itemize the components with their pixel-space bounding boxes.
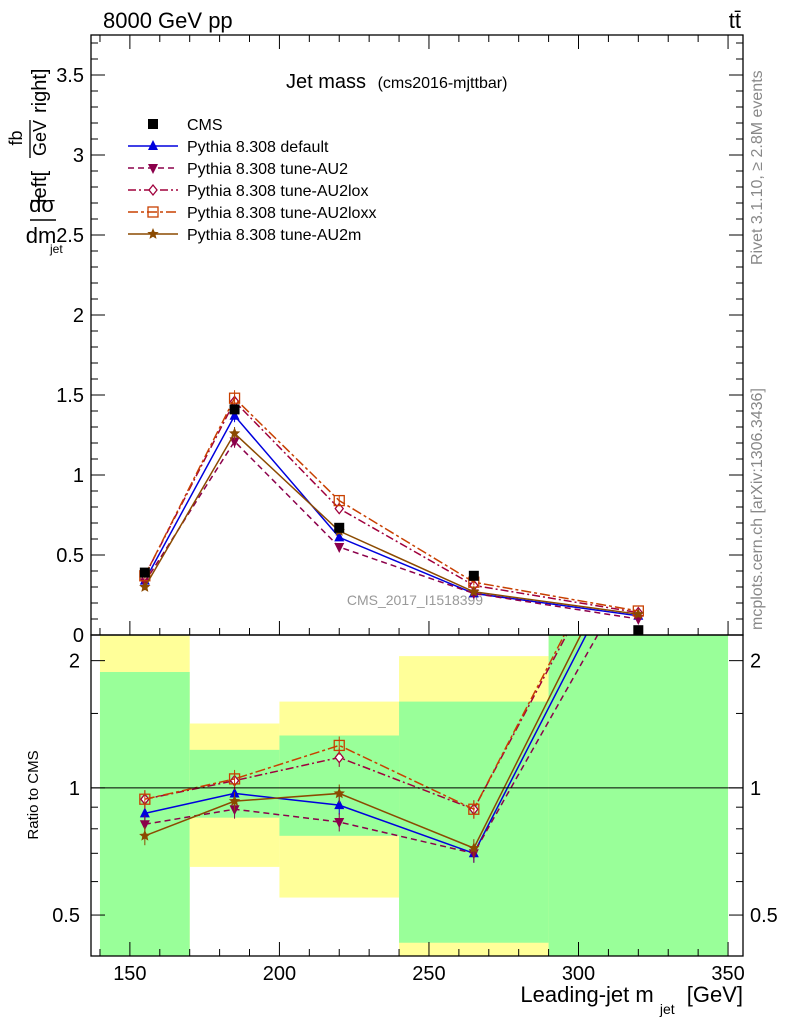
legend-label-3: Pythia 8.308 tune-AU2lox (187, 183, 368, 200)
ratio-series-4-point-0 (139, 829, 151, 841)
legend-label-0: CMS (187, 117, 223, 134)
x-axis-label-sub: jet (659, 1001, 675, 1017)
x-tick-label-0: 150 (113, 963, 146, 985)
ratio-series-1-point-0 (139, 820, 150, 831)
rivet-label: Rivet 3.1.10, ≥ 2.8M events (749, 70, 766, 265)
axis-ticks: 0 0.5 1 1.5 2 2.5 3 3.5 0.5 0.5 1 1 2 2 150 200 250 300 35… (52, 35, 778, 985)
chart-title: Jet mass (cms2016-mjttbar) (286, 71, 507, 93)
ratio-ytick-label-right-0: 0.5 (750, 905, 778, 927)
x-axis-label-unit: [GeV] (687, 982, 743, 1007)
main-series-line-3 (144, 396, 639, 612)
ratio-panel-frame (90, 634, 744, 957)
mcplots-label: mcplots.cern.ch [arXiv:1306.3436] (749, 388, 766, 630)
ratio-series-3-point-1 (228, 773, 241, 785)
data-point-3 (468, 570, 479, 581)
ratio-ytick-label-left-0: 0.5 (52, 905, 80, 927)
main-series-group (139, 390, 645, 635)
main-ytick-label-6: 3 (73, 145, 84, 167)
ratio-series-4-point-1 (228, 795, 241, 807)
x-tick-label-3: 300 (562, 963, 595, 985)
main-series-3-point-1 (228, 392, 241, 404)
ylabel-left-bracket: left[ (29, 170, 51, 203)
main-series-0-point-2 (334, 531, 345, 542)
legend-marker-3 (148, 183, 158, 197)
ratio-series-2-point-2 (334, 751, 345, 764)
ratio-uncertainty-bands (99, 635, 729, 956)
main-series-line-4 (144, 432, 639, 615)
main-series-1-point-1 (229, 437, 240, 448)
ratio-ylabel: Ratio to CMS (25, 750, 42, 839)
legend-marker-4 (147, 206, 159, 218)
ylabel-denominator-sub: jet (49, 242, 63, 256)
main-series-4-point-3 (468, 585, 480, 597)
x-axis-label-main: Leading-jet m (520, 982, 653, 1007)
legend-marker-2 (148, 164, 158, 174)
chart-title-sub: (cms2016-mjttbar) (378, 75, 508, 92)
legend: CMS Pythia 8.308 default Pythia 8.308 tune… (128, 117, 376, 244)
x-tick-label-4: 350 (711, 963, 744, 985)
ylabel-denominator: dm (26, 223, 57, 248)
ratio-series-line-1 (144, 635, 599, 855)
chart-title-main: Jet mass (286, 71, 366, 93)
main-series-3-point-2 (333, 494, 345, 507)
main-ytick-label-3: 1.5 (56, 385, 84, 407)
legend-label-4: Pythia 8.308 tune-AU2loxx (187, 205, 376, 222)
main-ytick-label-5: 2.5 (56, 225, 84, 247)
main-series-line-0 (144, 414, 639, 617)
main-ytick-label-4: 2 (73, 305, 84, 327)
ratio-series-0-point-2 (334, 799, 345, 810)
legend-marker-1 (148, 140, 158, 150)
ylabel-frac-den: GeV (30, 120, 50, 156)
ratio-series-4-point-2 (333, 787, 345, 799)
legend-marker-5 (147, 228, 159, 239)
band-green-4 (548, 635, 729, 956)
data-point-1 (229, 404, 240, 415)
ratio-ytick-label-left-2: 2 (69, 651, 80, 673)
x-tick-label-2: 250 (412, 963, 445, 985)
analysis-watermark: CMS_2017_I1518399 (347, 592, 483, 608)
main-series-1-point-2 (334, 543, 345, 553)
data-point-0 (139, 567, 150, 578)
ratio-ytick-label-right-1: 1 (750, 778, 761, 800)
header-right: tt̄ (729, 8, 741, 33)
main-ylabel: dσ dm jet left[ fb GeV right] (6, 69, 63, 256)
main-series-4-point-0 (139, 581, 151, 592)
ratio-series-4-point-3 (468, 842, 480, 853)
x-axis-label: Leading-jet m jet [GeV] (520, 982, 743, 1019)
main-series-4-point-1 (228, 427, 241, 439)
main-series-0-point-1 (229, 409, 240, 420)
ratio-series-0-point-0 (139, 807, 150, 818)
ratio-ytick-label-right-2: 2 (750, 651, 761, 673)
ylabel-frac-num: fb (6, 130, 26, 145)
ratio-series-3-point-0 (139, 793, 151, 805)
main-series-4-point-4 (632, 608, 645, 620)
main-ytick-label-0: 0 (73, 625, 84, 647)
header-left: 8000 GeV pp (103, 8, 233, 33)
main-ytick-label-7: 3.5 (56, 65, 84, 87)
legend-label-1: Pythia 8.308 default (187, 139, 329, 156)
ratio-series-1-point-2 (334, 818, 345, 829)
legend-label-2: Pythia 8.308 tune-AU2 (187, 161, 348, 178)
band-green-3 (399, 701, 549, 943)
main-ytick-label-2: 1 (73, 465, 84, 487)
ylabel-right-bracket: right] (29, 69, 51, 113)
ratio-ytick-label-left-1: 1 (69, 778, 80, 800)
main-series-line-2 (144, 400, 639, 614)
x-tick-label-1: 200 (263, 963, 296, 985)
legend-label-5: Pythia 8.308 tune-AU2m (187, 227, 361, 244)
ratio-series-3-point-2 (333, 739, 345, 752)
ylabel-numerator: dσ (29, 192, 55, 217)
legend-marker-0 (148, 119, 158, 129)
ratio-series-line-3 (144, 635, 566, 811)
main-ytick-label-1: 0.5 (56, 545, 84, 567)
ratio-series-3-point-3 (468, 803, 480, 815)
data-point-2 (334, 522, 345, 533)
